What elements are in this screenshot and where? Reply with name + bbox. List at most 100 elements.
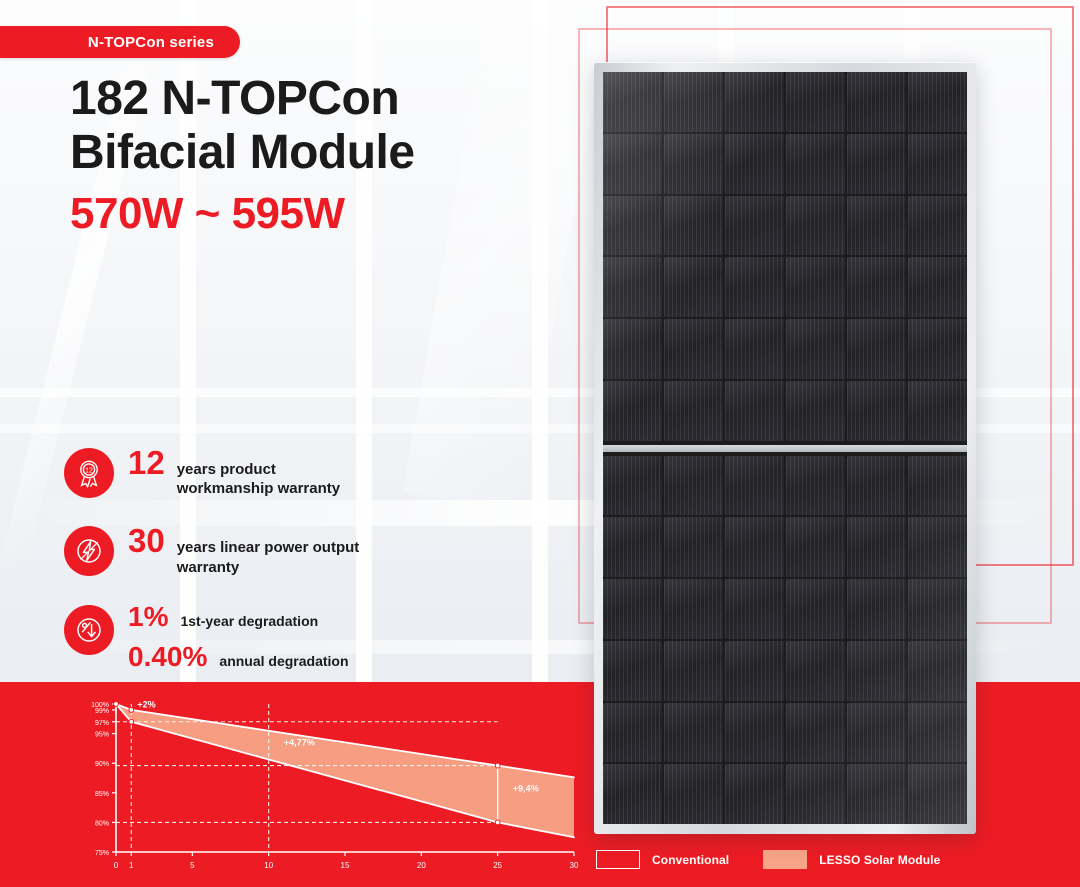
module-cell: [786, 133, 845, 194]
module-cell: [908, 455, 967, 516]
module-top-half: [603, 72, 967, 441]
chart-series-line: [115, 703, 575, 839]
module-cell: [786, 579, 845, 639]
chart-y-tick-label: 97%: [95, 720, 109, 727]
warranty-item-power: 30 years linear power output warranty: [64, 524, 534, 577]
module-bottom-half: [603, 455, 967, 824]
module-cell: [786, 380, 845, 441]
module-cell: [725, 319, 784, 379]
chart-data-marker: [494, 762, 501, 769]
module-cell: [725, 702, 784, 763]
module-cell: [725, 72, 784, 132]
legend-swatch-lesso: [763, 850, 808, 869]
chart-data-marker: [128, 718, 135, 725]
legend-label-lesso: LESSO Solar Module: [819, 852, 941, 867]
page-title: 182 N-TOPCon Bifacial Module 570W ~ 595W: [70, 72, 540, 241]
module-cell: [664, 702, 723, 763]
chart-x-tick-label: 10: [264, 861, 273, 870]
module-cell: [847, 319, 906, 379]
annual-degradation-value: 0.40%: [128, 640, 208, 672]
legend-label-conventional: Conventional: [652, 852, 730, 867]
chart-x-tick-label: 25: [493, 861, 502, 870]
warranty-item-degradation: 1% 1st-year degradation: [64, 602, 534, 655]
warranty-text-line-1: years linear power output: [176, 539, 360, 557]
module-cell: [908, 195, 967, 256]
module-cell: [786, 72, 845, 132]
chart-annotation: +4,77%: [284, 737, 315, 747]
module-cell: [786, 455, 845, 516]
chart-shaded-region: [116, 704, 574, 838]
chart-y-tick-label: 95%: [95, 732, 109, 739]
module-cell: [786, 640, 845, 701]
module-cell: [725, 764, 784, 824]
chart-x-tick-label: 5: [190, 861, 195, 870]
legend-item-lesso: LESSO Solar Module: [763, 850, 940, 869]
chart-x-tick-label: 1: [129, 861, 134, 870]
module-cell: [725, 195, 784, 256]
chart-data-marker: [128, 707, 135, 713]
module-cell: [847, 579, 906, 639]
chart-x-tick-label: 20: [417, 861, 426, 870]
chart-annotation: +9,4%: [513, 784, 539, 794]
module-cell: [664, 455, 723, 516]
module-cell-row: [603, 702, 967, 763]
degradation-chart: 75% 80% 85% 90% 95% 97% 99% 100% 0 1 5 10 15 20 25 30 +2…: [82, 696, 582, 878]
module-cell: [908, 579, 967, 639]
bg-transom: [0, 388, 1080, 397]
module-cell: [664, 195, 723, 256]
series-badge: N-TOPCon series: [0, 26, 240, 58]
module-cell: [786, 764, 845, 824]
module-cell: [847, 257, 906, 317]
module-cell: [908, 133, 967, 194]
chart-x-tick-label: 30: [570, 861, 579, 870]
module-cell: [603, 257, 662, 317]
module-cell: [908, 257, 967, 317]
chart-y-tick-label: 75%: [95, 850, 109, 857]
chart-x-tick-label: 0: [114, 861, 119, 870]
series-badge-label: N-TOPCon series: [87, 33, 214, 51]
module-cell: [664, 319, 723, 379]
module-cell: [847, 72, 906, 132]
module-cell: [725, 517, 784, 577]
chart-y-tick-label: 80%: [95, 820, 109, 827]
module-cell-row: [603, 319, 967, 379]
module-cell: [908, 640, 967, 701]
module-cell: [725, 133, 784, 194]
warranty-text-line-1: years product: [176, 461, 276, 478]
chart-y-tick-label: 85%: [95, 791, 109, 798]
module-cell: [847, 517, 906, 577]
module-cell: [725, 640, 784, 701]
module-cell: [603, 319, 662, 379]
title-line-1: 182 N-TOPCon: [70, 72, 400, 125]
warranty-item-product: 12 12 years product workmanship warranty: [64, 446, 534, 498]
percent-down-arrow-icon: [64, 604, 114, 655]
module-cell: [786, 195, 845, 256]
chart-legend: Conventional LESSO Solar Module: [596, 850, 940, 869]
module-cell: [664, 380, 723, 441]
module-cell-row: [603, 764, 967, 824]
warranty-text: years product workmanship warranty: [177, 460, 340, 498]
module-cell: [664, 517, 723, 577]
warranty-text: years linear power output warranty: [177, 538, 360, 576]
module-cell: [908, 517, 967, 577]
svg-text:12: 12: [85, 468, 93, 475]
module-cell: [786, 319, 845, 379]
module-cell: [786, 257, 845, 317]
module-cell: [664, 764, 723, 824]
module-cell-row: [603, 195, 967, 256]
title-line-2: Bifacial Module: [70, 125, 415, 179]
module-cell: [603, 195, 662, 256]
module-cell: [786, 702, 845, 763]
module-cell: [847, 455, 906, 516]
warranty-text-line-2: warranty: [176, 558, 240, 576]
warranty-years-value: 12: [128, 444, 165, 481]
first-year-degradation-text: 1st-year degradation: [180, 612, 319, 629]
module-cell: [603, 380, 662, 441]
module-cell: [603, 133, 662, 194]
module-cell-row: [603, 380, 967, 441]
module-cell: [786, 517, 845, 577]
module-cell: [847, 380, 906, 441]
module-cell-row: [603, 133, 967, 194]
bg-pane: [372, 0, 532, 690]
chart-y-tick-label: 90%: [95, 761, 109, 768]
